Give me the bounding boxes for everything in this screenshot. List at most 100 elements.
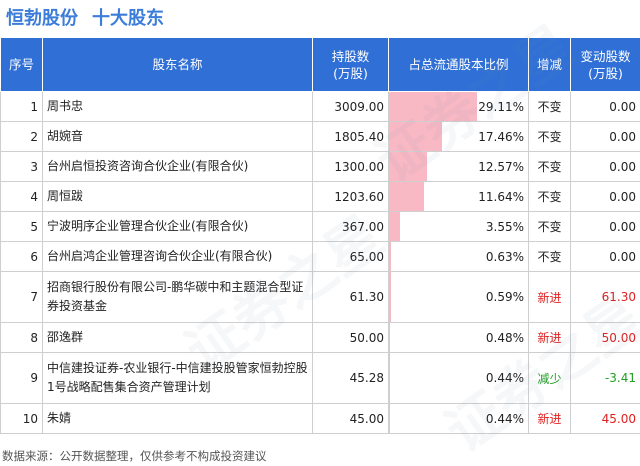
ratio-cell: 12.57% bbox=[388, 151, 529, 182]
ratio-bar bbox=[389, 353, 391, 403]
row-index: 3 bbox=[0, 151, 43, 182]
shares-value: 1203.60 bbox=[312, 181, 389, 212]
ratio-bar bbox=[389, 323, 391, 352]
ratio-value: 11.64% bbox=[478, 189, 524, 204]
row-index: 10 bbox=[0, 403, 43, 434]
shares-value: 45.00 bbox=[312, 403, 389, 434]
page-title: 恒勃股份 十大股东 bbox=[6, 4, 164, 29]
table-row: 9 中信建投证券-农业银行-中信建投股管家恒勃控股1号战略配售集合资产管理计划 45… bbox=[0, 352, 640, 404]
row-index: 7 bbox=[0, 271, 43, 323]
delta-value: 45.00 bbox=[570, 403, 640, 434]
delta-value: 0.00 bbox=[570, 211, 640, 242]
delta-value: 0.00 bbox=[570, 121, 640, 152]
ratio-cell: 0.48% bbox=[388, 322, 529, 353]
ratio-bar bbox=[389, 182, 424, 211]
change-status: 不变 bbox=[528, 91, 571, 122]
row-index: 6 bbox=[0, 241, 43, 272]
ratio-value: 0.59% bbox=[485, 290, 524, 304]
header-delta: 变动股数 (万股) bbox=[570, 37, 640, 92]
table-row: 1 周书忠 3009.00 29.11% 不变 0.00 bbox=[0, 91, 640, 122]
ratio-bar bbox=[389, 212, 400, 241]
ratio-value: 12.57% bbox=[478, 159, 524, 174]
table-row: 10 朱婧 45.00 0.44% 新进 45.00 bbox=[0, 403, 640, 434]
ratio-bar bbox=[389, 242, 391, 271]
shares-value: 45.28 bbox=[312, 352, 389, 404]
row-index: 8 bbox=[0, 322, 43, 353]
table-row: 4 周恒跋 1203.60 11.64% 不变 0.00 bbox=[0, 181, 640, 212]
ratio-cell: 29.11% bbox=[388, 91, 529, 122]
table-row: 3 台州启恒投资咨询合伙企业(有限合伙) 1300.00 12.57% 不变 0.00 bbox=[0, 151, 640, 182]
holder-name: 周书忠 bbox=[42, 91, 313, 122]
table-row: 7 招商银行股份有限公司-鹏华碳中和主题混合型证券投资基金 61.30 0.59% 新进… bbox=[0, 271, 640, 323]
shares-value: 367.00 bbox=[312, 211, 389, 242]
table-row: 5 宁波明序企业管理合伙企业(有限合伙) 367.00 3.55% 不变 0.00 bbox=[0, 211, 640, 242]
delta-value: 0.00 bbox=[570, 181, 640, 212]
holder-name: 台州启鸿企业管理咨询合伙企业(有限合伙) bbox=[42, 241, 313, 272]
holder-name: 中信建投证券-农业银行-中信建投股管家恒勃控股1号战略配售集合资产管理计划 bbox=[42, 352, 313, 404]
company-name: 恒勃股份 bbox=[6, 8, 78, 29]
delta-value: -3.41 bbox=[570, 352, 640, 404]
holder-name: 胡婉音 bbox=[42, 121, 313, 152]
ratio-cell: 0.63% bbox=[388, 241, 529, 272]
ratio-cell: 11.64% bbox=[388, 181, 529, 212]
change-status: 新进 bbox=[528, 403, 571, 434]
holder-name: 招商银行股份有限公司-鹏华碳中和主题混合型证券投资基金 bbox=[42, 271, 313, 323]
change-status: 新进 bbox=[528, 271, 571, 323]
header-ratio: 占总流通股本比例 bbox=[388, 37, 529, 92]
ratio-bar bbox=[389, 404, 391, 433]
header-name: 股东名称 bbox=[42, 37, 313, 92]
ratio-value: 17.46% bbox=[478, 129, 524, 144]
delta-value: 0.00 bbox=[570, 91, 640, 122]
ratio-cell: 17.46% bbox=[388, 121, 529, 152]
shares-value: 50.00 bbox=[312, 322, 389, 353]
change-status: 不变 bbox=[528, 121, 571, 152]
delta-value: 0.00 bbox=[570, 241, 640, 272]
ratio-bar bbox=[389, 152, 427, 181]
ratio-value: 0.48% bbox=[485, 330, 524, 345]
holder-name: 周恒跋 bbox=[42, 181, 313, 212]
change-status: 新进 bbox=[528, 322, 571, 353]
table-row: 2 胡婉音 1805.40 17.46% 不变 0.00 bbox=[0, 121, 640, 152]
holder-name: 台州启恒投资咨询合伙企业(有限合伙) bbox=[42, 151, 313, 182]
ratio-cell: 3.55% bbox=[388, 211, 529, 242]
change-status: 不变 bbox=[528, 241, 571, 272]
row-index: 1 bbox=[0, 91, 43, 122]
holder-name: 宁波明序企业管理合伙企业(有限合伙) bbox=[42, 211, 313, 242]
table-row: 6 台州启鸿企业管理咨询合伙企业(有限合伙) 65.00 0.63% 不变 0.00 bbox=[0, 241, 640, 272]
delta-value: 50.00 bbox=[570, 322, 640, 353]
ratio-value: 29.11% bbox=[478, 99, 524, 114]
top-ten-holders-table: 序号 股东名称 持股数 (万股) 占总流通股本比例 增减 变动股数 (万股) 1 周书… bbox=[0, 37, 640, 434]
shares-value: 3009.00 bbox=[312, 91, 389, 122]
ratio-cell: 0.44% bbox=[388, 352, 529, 404]
ratio-value: 0.44% bbox=[485, 411, 524, 426]
header-change: 增减 bbox=[528, 37, 571, 92]
holder-name: 邵逸群 bbox=[42, 322, 313, 353]
shares-value: 1805.40 bbox=[312, 121, 389, 152]
ratio-value: 0.44% bbox=[485, 371, 524, 385]
table-header-row: 序号 股东名称 持股数 (万股) 占总流通股本比例 增减 变动股数 (万股) bbox=[0, 37, 640, 92]
holder-name: 朱婧 bbox=[42, 403, 313, 434]
row-index: 2 bbox=[0, 121, 43, 152]
shares-value: 61.30 bbox=[312, 271, 389, 323]
header-index: 序号 bbox=[0, 37, 43, 92]
row-index: 5 bbox=[0, 211, 43, 242]
source-note: 数据来源：公开数据整理，仅供参考不构成投资建议 bbox=[2, 449, 267, 463]
shares-value: 1300.00 bbox=[312, 151, 389, 182]
row-index: 9 bbox=[0, 352, 43, 404]
ratio-cell: 0.59% bbox=[388, 271, 529, 323]
ratio-bar bbox=[389, 122, 442, 151]
shares-value: 65.00 bbox=[312, 241, 389, 272]
ratio-value: 0.63% bbox=[485, 249, 524, 264]
delta-value: 61.30 bbox=[570, 271, 640, 323]
change-status: 不变 bbox=[528, 181, 571, 212]
ratio-bar bbox=[389, 92, 477, 121]
delta-value: 0.00 bbox=[570, 151, 640, 182]
table-row: 8 邵逸群 50.00 0.48% 新进 50.00 bbox=[0, 322, 640, 353]
row-index: 4 bbox=[0, 181, 43, 212]
change-status: 减少 bbox=[528, 352, 571, 404]
change-status: 不变 bbox=[528, 151, 571, 182]
header-shares: 持股数 (万股) bbox=[312, 37, 389, 92]
ratio-cell: 0.44% bbox=[388, 403, 529, 434]
table-subtitle: 十大股东 bbox=[92, 8, 164, 29]
ratio-bar bbox=[389, 272, 391, 322]
